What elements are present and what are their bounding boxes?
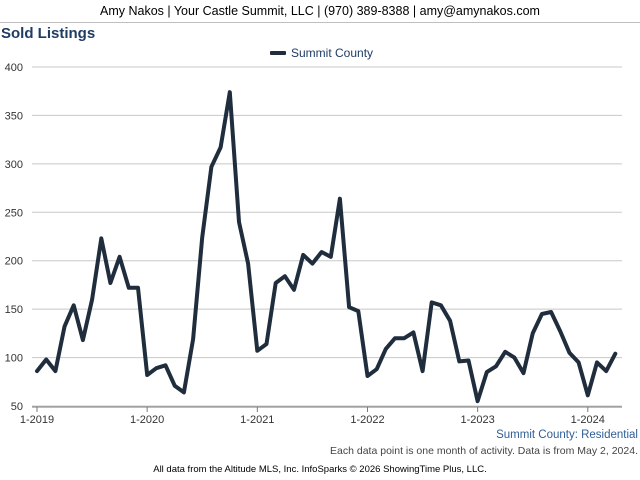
data-point[interactable] [63, 325, 67, 329]
data-point[interactable] [430, 300, 434, 304]
data-point[interactable] [540, 312, 544, 316]
data-point[interactable] [191, 337, 195, 341]
data-note: Each data point is one month of activity… [330, 445, 638, 457]
data-point[interactable] [366, 374, 370, 378]
x-tick-label: 1-2020 [130, 414, 164, 426]
x-tick-label: 1-2024 [571, 414, 605, 426]
data-point[interactable] [154, 366, 158, 370]
data-point[interactable] [301, 253, 305, 257]
data-point[interactable] [136, 286, 140, 290]
data-point[interactable] [200, 236, 204, 240]
data-point[interactable] [35, 369, 39, 373]
series-line-summit-county[interactable] [35, 90, 618, 404]
axis-layer: 50 100 150 200 250 300 350 400 1-2019 1-2020 1-202… [5, 62, 622, 426]
y-tick-label: 150 [5, 304, 23, 316]
data-point[interactable] [145, 373, 149, 377]
data-point[interactable] [613, 352, 617, 356]
legend-label: Summit County [291, 46, 374, 60]
y-tick-label: 200 [5, 256, 23, 268]
data-point[interactable] [457, 359, 461, 363]
data-point[interactable] [310, 262, 314, 266]
y-tick-label: 50 [11, 401, 23, 413]
data-point[interactable] [338, 197, 342, 201]
data-point[interactable] [108, 281, 112, 285]
data-point[interactable] [384, 347, 388, 351]
data-point[interactable] [283, 274, 287, 278]
data-point[interactable] [467, 359, 471, 363]
data-point[interactable] [549, 310, 553, 314]
data-point[interactable] [209, 165, 213, 169]
y-tick-label: 300 [5, 159, 23, 171]
data-point[interactable] [127, 286, 131, 290]
data-point[interactable] [219, 145, 223, 149]
data-point[interactable] [44, 358, 48, 362]
data-point[interactable] [522, 371, 526, 375]
data-point[interactable] [577, 360, 581, 364]
data-point[interactable] [292, 288, 296, 292]
y-tick-label: 250 [5, 207, 23, 219]
data-point[interactable] [72, 303, 76, 307]
data-point[interactable] [255, 349, 259, 353]
data-point[interactable] [375, 367, 379, 371]
header-contact-text: Amy Nakos | Your Castle Summit, LLC | (9… [100, 4, 540, 18]
data-point[interactable] [81, 338, 85, 342]
chart-legend[interactable]: Summit County [270, 46, 373, 60]
data-point[interactable] [90, 298, 94, 302]
data-point[interactable] [53, 369, 57, 373]
data-point[interactable] [402, 336, 406, 340]
x-tick-label: 1-2023 [461, 414, 495, 426]
source-label: Summit County: Residential [496, 429, 638, 441]
data-point[interactable] [558, 329, 562, 333]
data-point[interactable] [476, 399, 480, 403]
x-tick-label: 1-2019 [20, 414, 54, 426]
grid-layer [32, 66, 622, 407]
data-point[interactable] [604, 369, 608, 373]
y-tick-label: 400 [5, 62, 23, 74]
data-point[interactable] [503, 350, 507, 354]
y-tick-label: 100 [5, 353, 23, 365]
data-point[interactable] [595, 360, 599, 364]
data-point[interactable] [228, 90, 232, 94]
data-point[interactable] [485, 370, 489, 374]
data-point[interactable] [265, 342, 269, 346]
data-point[interactable] [347, 305, 351, 309]
data-point[interactable] [182, 390, 186, 394]
copyright-footer: All data from the Altitude MLS, Inc. Inf… [153, 464, 487, 475]
data-point[interactable] [118, 255, 122, 259]
data-point[interactable] [320, 250, 324, 254]
header-bar: Amy Nakos | Your Castle Summit, LLC | (9… [0, 0, 640, 23]
data-point[interactable] [567, 351, 571, 355]
x-tick-label: 1-2022 [350, 414, 384, 426]
data-point[interactable] [237, 220, 241, 224]
data-point[interactable] [411, 330, 415, 334]
data-point[interactable] [512, 356, 516, 360]
x-tick-label: 1-2021 [240, 414, 274, 426]
data-point[interactable] [356, 309, 360, 313]
y-tick-label: 350 [5, 110, 23, 122]
data-point[interactable] [329, 255, 333, 259]
data-point[interactable] [274, 281, 278, 285]
data-point[interactable] [164, 363, 168, 367]
series-layer [35, 90, 618, 404]
data-point[interactable] [531, 331, 535, 335]
data-point[interactable] [494, 364, 498, 368]
data-point[interactable] [586, 393, 590, 397]
data-point[interactable] [173, 384, 177, 388]
data-point[interactable] [246, 262, 250, 266]
data-point[interactable] [448, 319, 452, 323]
data-point[interactable] [439, 303, 443, 307]
chart-title: Sold Listings [1, 25, 96, 42]
data-point[interactable] [99, 236, 103, 240]
data-point[interactable] [393, 336, 397, 340]
legend-swatch [270, 51, 286, 55]
data-point[interactable] [421, 369, 425, 373]
